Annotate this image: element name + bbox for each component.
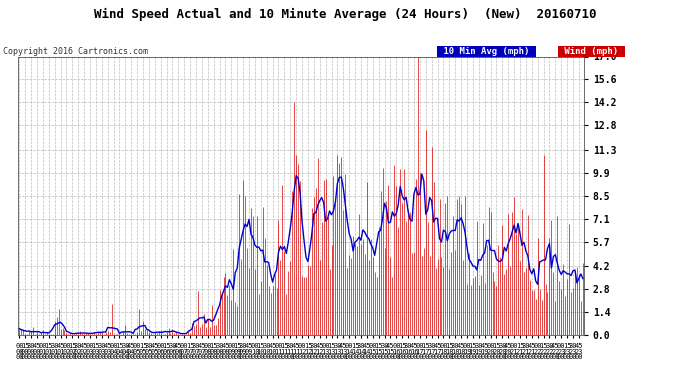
Text: 10 Min Avg (mph): 10 Min Avg (mph) bbox=[438, 47, 535, 56]
Text: Copyright 2016 Cartronics.com: Copyright 2016 Cartronics.com bbox=[3, 47, 148, 56]
Text: Wind Speed Actual and 10 Minute Average (24 Hours)  (New)  20160710: Wind Speed Actual and 10 Minute Average … bbox=[94, 8, 596, 21]
Text: Wind (mph): Wind (mph) bbox=[559, 47, 623, 56]
